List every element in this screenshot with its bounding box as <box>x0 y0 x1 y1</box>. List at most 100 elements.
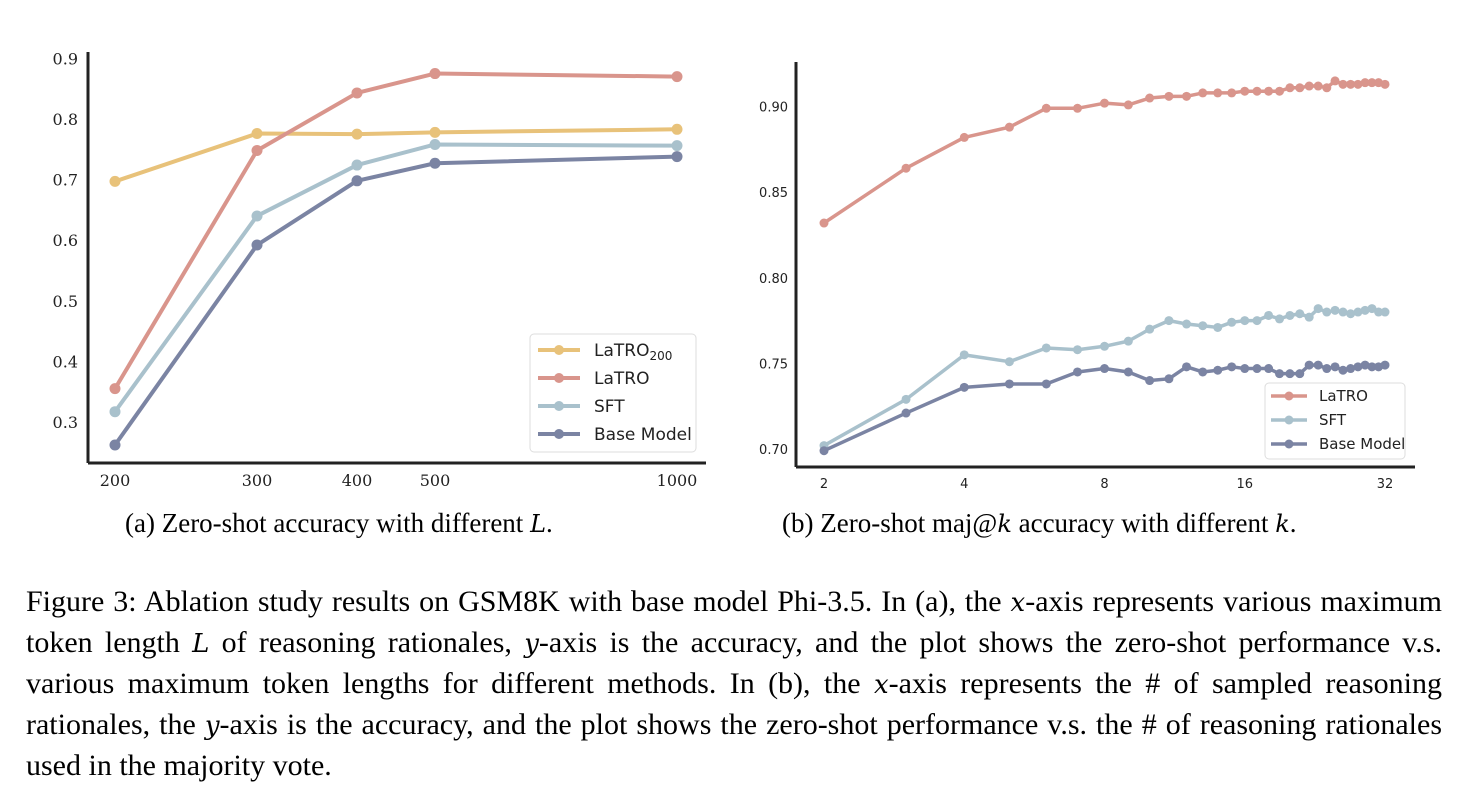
legend-marker <box>554 345 564 355</box>
data-point <box>1145 324 1155 334</box>
data-point <box>1252 86 1262 96</box>
legend-label: Base Model <box>594 425 692 445</box>
data-point <box>1295 309 1305 319</box>
legend-box <box>529 333 697 453</box>
caption-part-4: -axis is the accuracy, and the plot show… <box>26 626 1443 700</box>
data-point <box>429 157 441 169</box>
data-point <box>251 128 263 140</box>
data-point <box>959 382 969 392</box>
legend-marker <box>1284 415 1294 425</box>
data-point <box>959 350 969 360</box>
data-point <box>1313 81 1323 91</box>
y-tick-label: 0.6 <box>53 231 78 250</box>
legend-marker <box>1284 439 1294 449</box>
data-point <box>1295 369 1305 379</box>
data-point <box>1264 86 1274 96</box>
y-tick-label: 0.5 <box>53 292 78 311</box>
data-point <box>1353 362 1363 372</box>
y-tick-label: 0.8 <box>53 110 78 129</box>
caption-part-3: of reasoning rationales, <box>209 626 525 659</box>
data-point <box>1380 79 1390 89</box>
y-tick-label: 0.80 <box>759 272 788 287</box>
data-point <box>429 126 441 138</box>
data-point <box>1304 360 1314 370</box>
data-point <box>901 394 911 404</box>
data-point <box>1072 367 1082 377</box>
data-point <box>351 159 363 171</box>
data-point <box>819 446 829 456</box>
figure-caption: Figure 3: Ablation study results on GSM8… <box>26 582 1442 785</box>
data-point <box>351 175 363 187</box>
data-point <box>1295 83 1305 93</box>
data-point <box>671 151 683 163</box>
y-tick-label: 0.70 <box>759 443 788 458</box>
caption-var-y: y <box>524 629 539 659</box>
x-tick-label: 32 <box>1377 477 1394 492</box>
caption-part-5: -axis represents the # of sampled reason… <box>26 667 1442 741</box>
data-point <box>1304 81 1314 91</box>
caption-var-y2: y <box>204 711 220 741</box>
data-point <box>1275 369 1285 379</box>
data-point <box>1100 364 1109 374</box>
caption-part-6: -axis is the accuracy, and the plot show… <box>26 708 1442 782</box>
data-point <box>1353 79 1363 89</box>
data-point <box>251 239 263 251</box>
data-point <box>1123 100 1133 110</box>
caption-var-x2: x <box>873 670 889 700</box>
data-point <box>1380 307 1390 317</box>
x-tick-label: 300 <box>242 471 273 490</box>
caption-var-x: x <box>1010 588 1026 618</box>
data-point <box>1240 86 1250 96</box>
legend-label-subscript: 200 <box>649 349 672 363</box>
data-point <box>1041 379 1051 389</box>
data-point <box>1338 365 1348 375</box>
data-point <box>1100 98 1109 108</box>
y-tick-label: 0.7 <box>53 171 78 190</box>
legend-marker <box>1284 391 1294 401</box>
data-point <box>1367 78 1377 88</box>
data-point <box>1227 317 1237 327</box>
y-tick-label: 0.90 <box>759 101 788 116</box>
x-tick-label: 8 <box>1100 477 1108 492</box>
data-point <box>901 408 911 418</box>
data-point <box>351 87 363 99</box>
legend-label: LaTRO <box>594 369 649 389</box>
y-tick-label: 0.4 <box>53 352 78 371</box>
data-point <box>1338 79 1348 89</box>
chart-panel-a: 0.3 0.4 0.5 0.6 0.7 0.8 0.9 200 300 400 500 1000 LaT… <box>53 49 706 490</box>
data-point <box>1360 360 1370 370</box>
data-point <box>1100 341 1109 351</box>
caption-var-l: L <box>192 629 210 659</box>
data-point <box>251 210 263 222</box>
data-point <box>1330 305 1340 315</box>
x-tick-label: 400 <box>342 471 373 490</box>
y-tick-label: 0.75 <box>759 357 788 372</box>
data-point <box>1338 307 1348 317</box>
caption-part-1: Figure 3: Ablation study results on GSM8… <box>26 585 1011 618</box>
x-tick-label: 500 <box>420 471 451 490</box>
data-point <box>671 71 683 83</box>
data-point <box>1322 364 1332 374</box>
data-point <box>251 145 263 157</box>
data-point <box>1164 91 1174 101</box>
data-point <box>1182 319 1192 329</box>
data-point <box>1004 357 1014 367</box>
data-point <box>429 68 441 80</box>
data-point <box>1198 321 1208 331</box>
x-tick-label: 4 <box>960 477 968 492</box>
legend-label-main: SFT <box>594 397 625 417</box>
data-point <box>1285 310 1295 320</box>
data-point <box>1360 305 1370 315</box>
data-point <box>959 132 969 142</box>
data-point <box>1227 88 1237 98</box>
data-point <box>1275 86 1285 96</box>
data-point <box>1164 374 1174 384</box>
data-point <box>671 123 683 135</box>
subcaption-b: (b) Zero-shot maj@k accuracy with differ… <box>782 508 1297 539</box>
legend-marker <box>554 401 564 411</box>
data-point <box>1072 345 1082 355</box>
data-point <box>1213 322 1223 332</box>
data-point <box>1145 376 1155 386</box>
subcaption-a: (a) Zero-shot accuracy with different L. <box>125 508 553 539</box>
data-point <box>1275 314 1285 324</box>
